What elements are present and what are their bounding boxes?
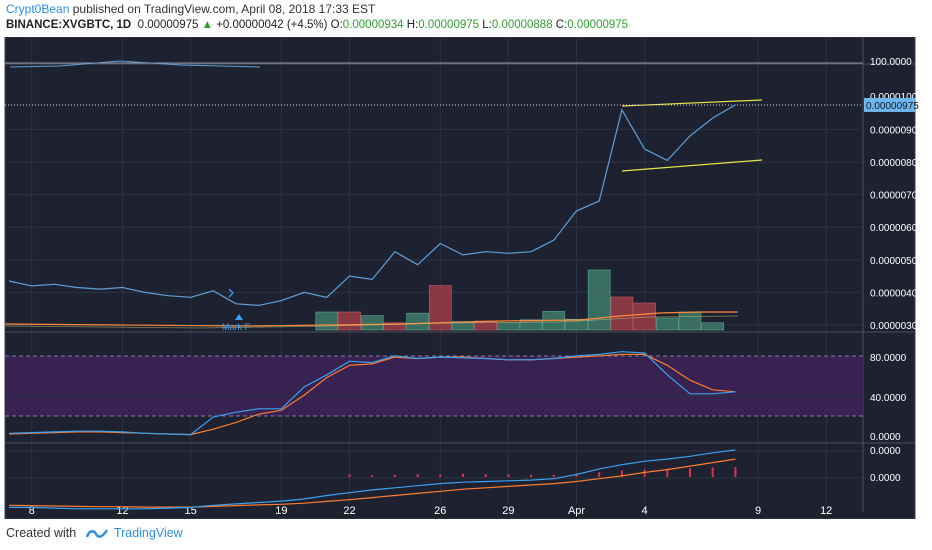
top-panel-line (9, 60, 261, 68)
trend-line-lower (621, 159, 763, 172)
open-label: O: (330, 19, 343, 31)
price-tick-label: 0.00001000 (870, 92, 920, 103)
macd-histogram-bar (393, 474, 396, 477)
high-label: H: (406, 19, 419, 31)
rsi-tick-label: 40.0000 (870, 393, 907, 404)
price-tick-label: 0.00000800 (870, 158, 920, 169)
chart-canvas[interactable]: 8 12 15 19 22 26 29 Apr 4 9 12100.00000.000009000.… (0, 37, 920, 519)
author-link[interactable]: Crypt0Bean (6, 2, 70, 16)
close-value: 0.00000975 (567, 19, 629, 31)
close-label: C: (555, 19, 568, 31)
rsi-line (8, 351, 736, 436)
macd-histogram-bar (371, 475, 374, 477)
footer: Created with TradingView (6, 526, 183, 541)
symbol-info: BINANCE:XVGBTC, 1D 0.00000975 ▲ +0.00000… (6, 19, 628, 31)
x-tick-label: Apr (568, 505, 585, 517)
tradingview-link[interactable]: TradingView (113, 526, 183, 540)
volume-bar (428, 285, 452, 331)
note-label: Mark F (222, 322, 251, 332)
price-tick-label: 0.00000300 (870, 321, 920, 332)
volume-bar (587, 269, 611, 331)
price-series-line (8, 104, 736, 307)
tradingview-logo-icon (85, 529, 108, 538)
published-text: published on TradingView.com, April 08, … (72, 2, 376, 16)
volume-bar (406, 312, 429, 331)
chart-border (4, 37, 916, 519)
macd-histogram-bar (552, 474, 555, 477)
x-tick-label: 26 (434, 505, 446, 517)
macd-histogram-bar (348, 474, 351, 477)
trend-line-upper (621, 99, 763, 107)
macd-histogram-bar (620, 470, 623, 477)
macd-histogram-bar (530, 474, 533, 477)
macd-line (9, 449, 736, 510)
macd-tick-label: 0.0000 (870, 446, 901, 457)
x-tick-label: 22 (343, 505, 355, 517)
volume-bar (565, 318, 588, 331)
macd-histogram-bar (575, 473, 578, 477)
macd-histogram-bar (439, 474, 442, 477)
macd-histogram-bar (734, 467, 737, 477)
volume-bar (315, 311, 339, 331)
macd-histogram-bar (507, 474, 510, 477)
x-tick-label: 12 (116, 505, 128, 517)
volume-bar (338, 311, 361, 331)
created-with-text: Created with (6, 526, 77, 540)
top-panel-label: 100.0000 (870, 57, 912, 68)
high-value: 0.00000975 (418, 19, 480, 31)
macd-histogram-bar (689, 468, 691, 477)
volume-ma-line-2 (4, 315, 739, 329)
volume-bar (383, 322, 407, 331)
chart-background (5, 37, 915, 519)
volume-bar (360, 315, 384, 331)
macd-tick-label: 0.0000 (870, 473, 901, 484)
price-change: +0.00000042 (+4.5%) (216, 19, 328, 31)
last-price-tag-label: 0.00000975 (866, 101, 919, 112)
last-price: 0.00000975 (137, 19, 199, 31)
rsi-tick-label: 80.0000 (870, 353, 907, 364)
x-tick-label: 29 (502, 505, 514, 517)
rsi-band (5, 356, 863, 416)
last-price-tag (864, 97, 915, 112)
publish-info: Crypt0Bean published on TradingView.com,… (6, 2, 375, 16)
volume-bar (655, 317, 679, 331)
low-label: L: (482, 19, 492, 31)
volume-ma-line (4, 311, 738, 327)
x-tick-label: 9 (755, 505, 761, 517)
price-tick-label: 0.00000500 (870, 256, 920, 267)
macd-histogram-bar (462, 473, 464, 477)
x-tick-label: 8 (29, 505, 35, 517)
macd-histogram-bar (484, 474, 487, 477)
price-tick-label: 0.00000600 (870, 223, 920, 234)
volume-bar (497, 322, 520, 331)
macd-histogram-bar (416, 474, 419, 477)
price-tick-label: 0.00000400 (870, 288, 920, 299)
price-tick-label: 0.00000900 (870, 125, 920, 136)
x-tick-label: 4 (642, 505, 648, 517)
symbol-label: BINANCE:XVGBTC, 1D (6, 19, 132, 31)
open-value: 0.00000934 (342, 19, 404, 31)
rsi-tick-label: 0.0000 (870, 432, 901, 443)
chevron-right-icon (228, 288, 234, 298)
price-tick-label: 0.00000700 (870, 191, 920, 202)
low-value: 0.00000888 (491, 19, 553, 31)
macd-signal-line (8, 458, 736, 508)
volume-bar (701, 322, 725, 331)
macd-histogram-bar (666, 468, 669, 477)
x-tick-label: 12 (820, 505, 832, 517)
x-tick-label: 19 (275, 505, 287, 517)
volume-bar (633, 302, 656, 331)
volume-bar (519, 319, 543, 331)
arrow-up-icon (235, 314, 243, 320)
volume-bar (678, 311, 702, 331)
up-arrow-icon: ▲ (201, 19, 213, 31)
volume-bar (610, 296, 634, 331)
macd-histogram-bar (598, 472, 601, 477)
macd-histogram-bar (711, 467, 714, 477)
macd-histogram-bar (643, 469, 646, 477)
